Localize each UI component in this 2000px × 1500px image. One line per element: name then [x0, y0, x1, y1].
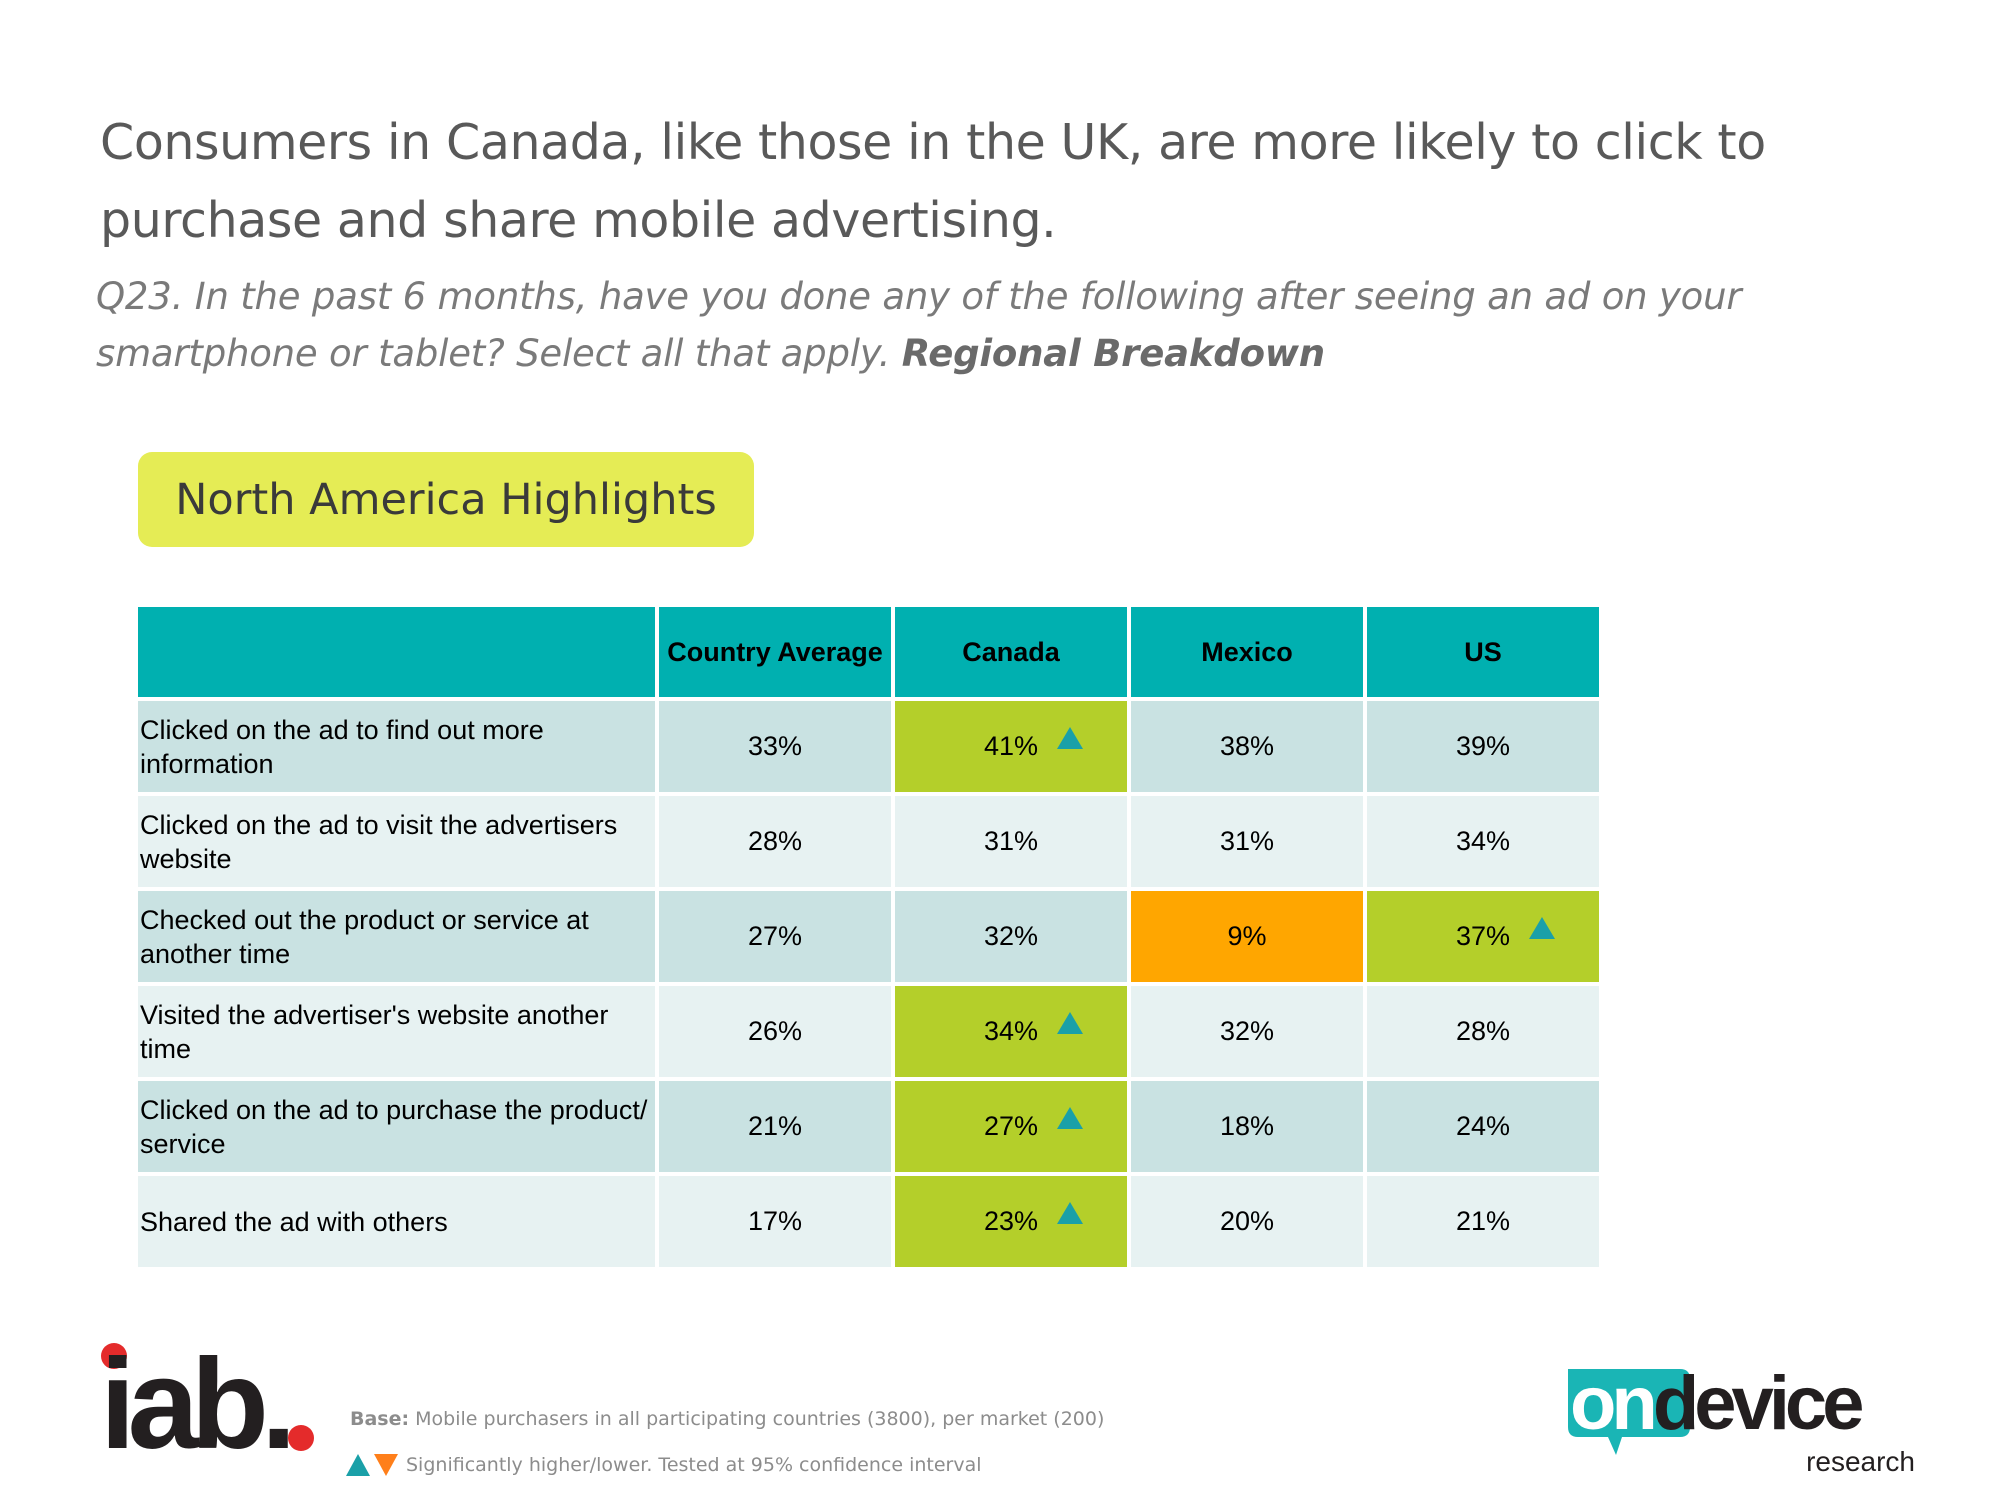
significance-triangles-icon — [346, 1454, 398, 1476]
value-text: 23% — [983, 1206, 1039, 1236]
header-us: US — [1367, 607, 1599, 697]
value-cell-higher: 27% — [895, 1081, 1127, 1172]
value-cell: 34% — [1367, 796, 1599, 887]
value-text: 41% — [983, 731, 1039, 761]
row-label: Shared the ad with others — [138, 1176, 655, 1267]
row-label: Checked out the product or service at an… — [138, 891, 655, 982]
table-row: Clicked on the ad to visit the advertise… — [138, 796, 1599, 887]
iab-logo: iab. — [100, 1338, 314, 1458]
base-text: Mobile purchasers in all participating c… — [415, 1408, 1105, 1430]
value-cell: 33% — [659, 701, 891, 792]
table-row: Clicked on the ad to find out more infor… — [138, 701, 1599, 792]
triangle-up-icon — [1057, 727, 1083, 749]
value-text: 34% — [983, 1016, 1039, 1046]
header-mexico: Mexico — [1131, 607, 1363, 697]
table-row: Checked out the product or service at an… — [138, 891, 1599, 982]
row-label: Clicked on the ad to purchase the produc… — [138, 1081, 655, 1172]
value-cell: 32% — [1131, 986, 1363, 1077]
table-header-row: Country Average Canada Mexico US — [138, 607, 1599, 697]
triangle-up-icon — [1057, 1107, 1083, 1129]
value-cell: 27% — [659, 891, 891, 982]
row-label: Clicked on the ad to find out more infor… — [138, 701, 655, 792]
value-cell: 21% — [1367, 1176, 1599, 1267]
section-highlight-label: North America Highlights — [138, 452, 754, 547]
value-cell: 24% — [1367, 1081, 1599, 1172]
header-cell-empty — [138, 607, 655, 697]
header-country-average: Country Average — [659, 607, 891, 697]
value-cell: 39% — [1367, 701, 1599, 792]
ondevice-research-logo: ondevice research — [1568, 1361, 1915, 1475]
ondevice-logo-text: ondevice — [1570, 1361, 1862, 1446]
value-cell-lower: 9% — [1131, 891, 1363, 982]
row-label: Clicked on the ad to visit the advertise… — [138, 796, 655, 887]
base-label: Base: — [350, 1408, 410, 1430]
triangle-up-icon — [1057, 1012, 1083, 1034]
table-row: Clicked on the ad to purchase the produc… — [138, 1081, 1599, 1172]
value-cell: 38% — [1131, 701, 1363, 792]
row-label: Visited the advertiser's website another… — [138, 986, 655, 1077]
table-row: Visited the advertiser's website another… — [138, 986, 1599, 1077]
value-cell: 17% — [659, 1176, 891, 1267]
value-cell: 28% — [1367, 986, 1599, 1077]
base-note: Base: Mobile purchasers in all participa… — [350, 1408, 1104, 1430]
question-text: Q23. In the past 6 months, have you done… — [96, 275, 1742, 375]
ondevice-logo-subtext: research — [1806, 1446, 1915, 1475]
value-cell: 21% — [659, 1081, 891, 1172]
value-text: 27% — [983, 1111, 1039, 1141]
triangle-up-icon — [1529, 917, 1555, 939]
significance-legend: Significantly higher/lower. Tested at 95… — [344, 1452, 982, 1478]
value-cell: 26% — [659, 986, 891, 1077]
significance-text: Significantly higher/lower. Tested at 95… — [406, 1454, 982, 1476]
value-cell: 31% — [1131, 796, 1363, 887]
question-emphasis: Regional Breakdown — [901, 332, 1325, 375]
value-cell-higher: 41% — [895, 701, 1127, 792]
value-text: 37% — [1455, 921, 1511, 951]
iab-logo-text: iab. — [100, 1338, 289, 1458]
value-cell-higher: 37% — [1367, 891, 1599, 982]
value-cell-higher: 34% — [895, 986, 1127, 1077]
value-cell: 32% — [895, 891, 1127, 982]
value-cell: 20% — [1131, 1176, 1363, 1267]
triangle-up-icon — [1057, 1202, 1083, 1224]
header-canada: Canada — [895, 607, 1127, 697]
value-cell: 31% — [895, 796, 1127, 887]
value-cell-higher: 23% — [895, 1176, 1127, 1267]
slide-title: Consumers in Canada, like those in the U… — [100, 114, 1766, 249]
survey-question: Q23. In the past 6 months, have you done… — [96, 268, 1936, 382]
table-row: Shared the ad with others 17% 23% 20% 21… — [138, 1176, 1599, 1267]
value-cell: 28% — [659, 796, 891, 887]
results-table: Country Average Canada Mexico US Clicked… — [134, 603, 1603, 1271]
value-cell: 18% — [1131, 1081, 1363, 1172]
